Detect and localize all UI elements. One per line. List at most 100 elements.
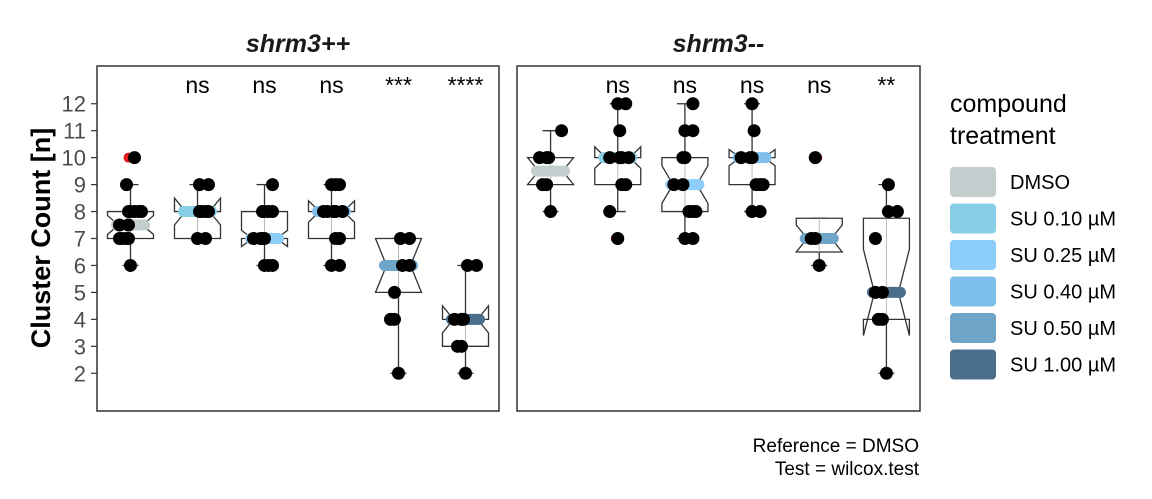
legend-label: DMSO bbox=[1010, 172, 1070, 194]
data-point bbox=[329, 178, 342, 192]
box-group: ns bbox=[173, 72, 222, 245]
data-point bbox=[667, 178, 681, 192]
y-tick-label: 2 bbox=[74, 361, 86, 386]
legend-swatch bbox=[950, 167, 996, 197]
data-point bbox=[879, 366, 893, 380]
data-point bbox=[388, 312, 401, 326]
data-point bbox=[333, 258, 346, 272]
data-point bbox=[392, 366, 405, 380]
box-group: ns bbox=[661, 72, 709, 245]
data-point bbox=[734, 151, 748, 165]
panel-border bbox=[516, 65, 921, 412]
data-point bbox=[388, 285, 401, 299]
significance-label: ns bbox=[319, 72, 343, 98]
box-group: ns bbox=[594, 72, 642, 245]
data-point bbox=[336, 205, 349, 219]
legend-title-line-1: compound bbox=[950, 90, 1067, 118]
significance-label: ns bbox=[185, 72, 209, 98]
y-axis-label: Cluster Count [n] bbox=[26, 128, 56, 348]
data-point bbox=[686, 232, 700, 245]
legend-swatch bbox=[950, 349, 996, 380]
data-point bbox=[678, 151, 692, 165]
caption-reference: Reference = DMSO bbox=[753, 436, 919, 457]
data-point bbox=[747, 124, 761, 138]
data-point bbox=[470, 258, 483, 272]
legend-item: DMSO bbox=[950, 167, 1070, 197]
data-point bbox=[686, 124, 700, 138]
legend-label: SU 1.00 µM bbox=[1010, 355, 1116, 377]
y-tick-label: 6 bbox=[74, 253, 86, 278]
data-point bbox=[394, 232, 407, 245]
y-tick-label: 5 bbox=[74, 280, 86, 305]
y-tick-label: 12 bbox=[62, 92, 86, 117]
significance-label: ** bbox=[877, 72, 895, 98]
data-point bbox=[321, 205, 334, 219]
box-group bbox=[526, 124, 575, 219]
data-point bbox=[603, 205, 617, 219]
data-point bbox=[202, 178, 215, 192]
legend-swatch bbox=[950, 203, 996, 234]
significance-label: *** bbox=[385, 72, 412, 98]
data-point bbox=[247, 232, 260, 245]
box-group: ns bbox=[240, 72, 289, 272]
data-point bbox=[555, 124, 569, 138]
legend-label: SU 0.10 µM bbox=[1010, 209, 1116, 231]
y-tick-label: 11 bbox=[63, 119, 86, 144]
data-point bbox=[533, 151, 547, 165]
data-point bbox=[540, 178, 554, 192]
significance-label: ns bbox=[606, 72, 630, 98]
legend-item: SU 1.00 µM bbox=[950, 349, 1116, 380]
data-point bbox=[745, 97, 759, 111]
data-point bbox=[262, 205, 275, 219]
legend-item: SU 0.40 µM bbox=[950, 276, 1116, 307]
significance-label: ns bbox=[807, 72, 831, 98]
data-point bbox=[868, 285, 882, 299]
data-point bbox=[808, 151, 822, 165]
legend: compound treatment DMSO SU 0.10 µM SU 0.25… bbox=[950, 90, 1116, 380]
data-point bbox=[202, 205, 215, 219]
box-group bbox=[106, 151, 155, 272]
data-point bbox=[403, 258, 416, 272]
data-point bbox=[448, 312, 461, 326]
data-point bbox=[615, 178, 629, 192]
data-point bbox=[868, 232, 882, 245]
data-point bbox=[122, 218, 135, 232]
box-group: *** bbox=[374, 72, 423, 380]
data-point bbox=[603, 151, 617, 165]
data-point bbox=[544, 205, 558, 219]
data-point bbox=[113, 232, 126, 245]
data-point bbox=[676, 178, 690, 192]
data-point bbox=[461, 258, 474, 272]
legend-item: SU 0.10 µM bbox=[950, 203, 1116, 234]
legend-swatch bbox=[950, 276, 996, 307]
legend-item: SU 0.50 µM bbox=[950, 313, 1116, 343]
data-point bbox=[611, 232, 625, 245]
data-point bbox=[457, 312, 470, 326]
legend-item: SU 0.25 µM bbox=[950, 240, 1116, 270]
data-point bbox=[122, 232, 135, 245]
data-point bbox=[686, 97, 700, 111]
data-point bbox=[113, 218, 126, 232]
legend-label: SU 0.40 µM bbox=[1010, 282, 1116, 304]
significance-label: ns bbox=[252, 72, 276, 98]
legend-swatch bbox=[950, 240, 996, 270]
box-group: **** bbox=[441, 72, 490, 380]
data-point bbox=[890, 205, 904, 219]
legend-title-line-2: treatment bbox=[950, 122, 1056, 150]
box-group: ns bbox=[307, 72, 356, 272]
box-group: ** bbox=[862, 72, 911, 380]
data-point bbox=[756, 178, 770, 192]
data-point bbox=[745, 151, 759, 165]
y-tick-label: 9 bbox=[74, 173, 86, 198]
legend-items: DMSO SU 0.10 µM SU 0.25 µM SU 0.40 µM SU 0.5… bbox=[950, 167, 1116, 380]
data-point bbox=[128, 151, 141, 165]
y-tick-label: 10 bbox=[62, 146, 86, 171]
legend-swatch bbox=[950, 313, 996, 343]
data-point bbox=[329, 232, 342, 245]
y-tick-label: 4 bbox=[74, 307, 86, 332]
y-tick-label: 3 bbox=[74, 334, 86, 359]
legend-label: SU 0.50 µM bbox=[1010, 318, 1116, 340]
data-point bbox=[808, 232, 822, 245]
